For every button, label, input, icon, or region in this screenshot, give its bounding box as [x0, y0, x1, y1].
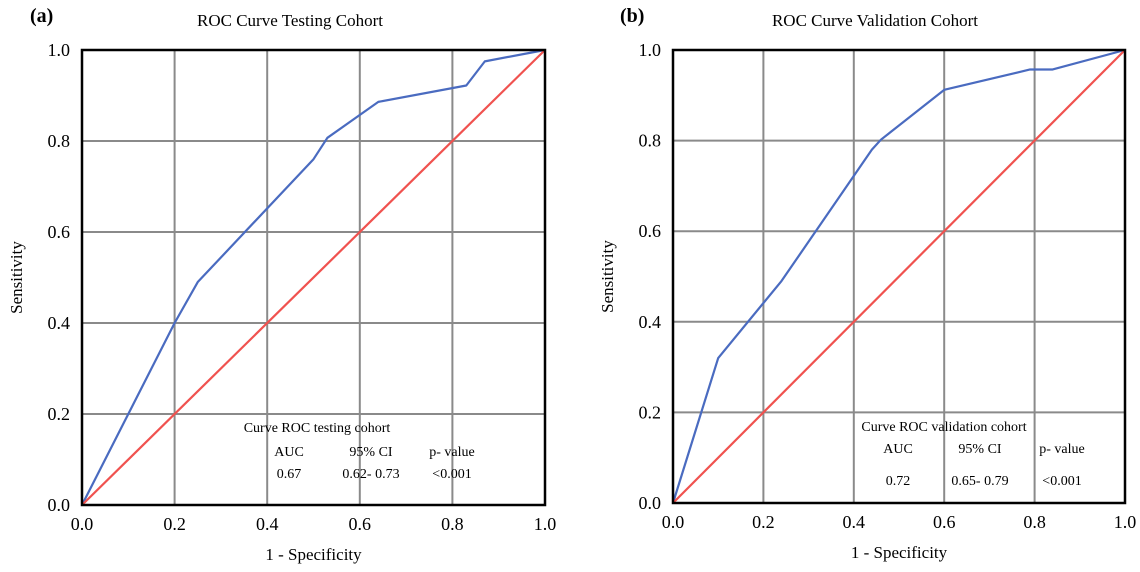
- auc-table-value: 0.72: [886, 474, 911, 489]
- y-tick-label: 0.2: [639, 402, 662, 422]
- x-tick-label: 0.6: [933, 512, 956, 532]
- y-tick-label: 0.8: [48, 131, 71, 151]
- auc-table-header: 95% CI: [349, 445, 393, 460]
- auc-table-header: p- value: [1039, 442, 1084, 457]
- chart-panel-a: 0.0 0.2 0.4 0.6 0.8 1.0 0.0 0.2 0.4 0.6 0.8 1.0 1 - …: [7, 5, 556, 564]
- auc-table-header: AUC: [274, 445, 304, 460]
- auc-table-value: 0.65- 0.79: [951, 474, 1008, 489]
- y-tick-label: 0.0: [48, 495, 71, 515]
- x-tick-label: 0.2: [163, 514, 186, 534]
- panel-label: (b): [620, 5, 644, 27]
- y-tick-label: 0.2: [48, 404, 71, 424]
- y-tick-label: 0.8: [639, 131, 662, 151]
- y-tick-label: 0.4: [639, 312, 662, 332]
- auc-table-value: <0.001: [1042, 474, 1081, 489]
- roc-curve-line: [81, 48, 546, 506]
- x-tick-label: 0.0: [71, 514, 94, 534]
- roc-curve-line: [671, 48, 1126, 504]
- y-tick-label: 0.6: [639, 221, 662, 241]
- chart-panel-b: 0.0 0.2 0.4 0.6 0.8 1.0 0.0 0.2 0.4 0.6 0.8 1.0 1 - …: [598, 5, 1136, 562]
- chart-title: ROC Curve Testing Cohort: [197, 11, 383, 30]
- auc-table-value: 0.67: [277, 467, 302, 482]
- x-tick-label: 0.2: [752, 512, 775, 532]
- y-tick-label: 0.0: [639, 493, 662, 513]
- auc-table-value: 0.62- 0.73: [342, 467, 399, 482]
- y-tick-label: 0.6: [48, 222, 71, 242]
- chart-title: ROC Curve Validation Cohort: [772, 11, 978, 30]
- y-tick-label: 1.0: [48, 40, 71, 60]
- plot-frame: [80, 48, 547, 507]
- x-tick-label: 0.4: [256, 514, 279, 534]
- reference-diagonal-line: [81, 49, 546, 506]
- x-axis-label: 1 - Specificity: [265, 545, 362, 564]
- auc-table-header: p- value: [429, 445, 474, 460]
- auc-table-title: Curve ROC validation cohort: [861, 420, 1026, 435]
- x-tick-label: 0.0: [662, 512, 685, 532]
- y-tick-label: 1.0: [639, 40, 662, 60]
- y-tick-label: 0.4: [48, 313, 71, 333]
- x-tick-label: 0.6: [349, 514, 372, 534]
- auc-table-title: Curve ROC testing cohort: [244, 421, 391, 436]
- x-tick-label: 0.8: [1023, 512, 1046, 532]
- x-tick-label: 1.0: [534, 514, 557, 534]
- x-tick-label: 1.0: [1114, 512, 1137, 532]
- x-tick-label: 0.4: [843, 512, 866, 532]
- reference-diagonal-line: [672, 49, 1126, 504]
- auc-table-value: <0.001: [432, 467, 471, 482]
- plot-frame: [671, 48, 1127, 505]
- x-axis-label: 1 - Specificity: [851, 543, 948, 562]
- auc-table-header: AUC: [883, 442, 913, 457]
- x-tick-label: 0.8: [441, 514, 464, 534]
- y-axis-label: Sensitivity: [598, 240, 617, 313]
- auc-table-header: 95% CI: [958, 442, 1002, 457]
- y-axis-label: Sensitivity: [7, 241, 26, 314]
- panel-label: (a): [30, 5, 53, 27]
